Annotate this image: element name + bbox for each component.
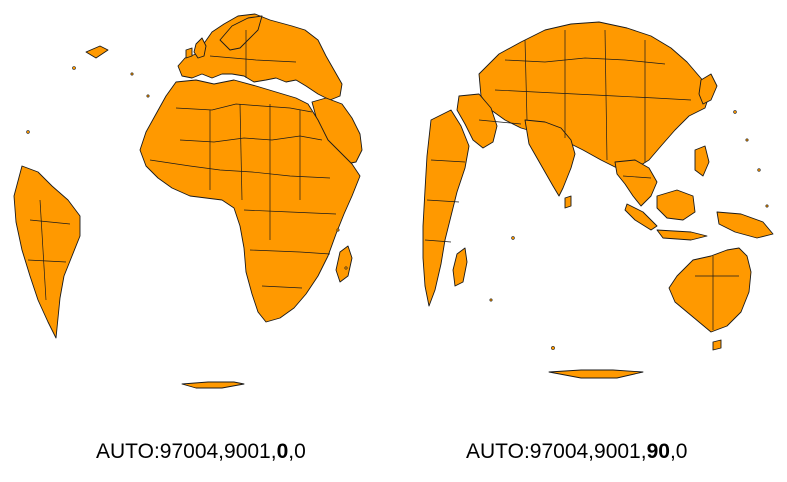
landmass-africa [139, 79, 361, 323]
globe-map-africa-europe [13, 13, 363, 389]
landmass-java [656, 229, 708, 241]
island-specks [26, 66, 348, 270]
caption-left-prefix: AUTO:97004,9001, [96, 440, 277, 463]
landmass-antarctica [548, 369, 644, 379]
landmass-australia [668, 247, 752, 333]
landmass-arabia [456, 93, 498, 149]
landmasses [422, 21, 774, 379]
landmass-scandinavia [219, 15, 263, 51]
landmass-southeast-asia [614, 159, 658, 207]
caption-left: AUTO:97004,9001,0,0 [96, 440, 306, 464]
landmass-madagascar [452, 247, 468, 287]
landmass-arctic-fragment [85, 45, 109, 59]
landmass-tasmania [712, 339, 722, 351]
landmass-india [524, 119, 576, 197]
country-borders [424, 29, 739, 330]
caption-left-suffix: ,0 [288, 440, 306, 463]
landmass-new-guinea [716, 211, 774, 239]
landmass-asia [478, 21, 712, 171]
landmasses [13, 13, 363, 389]
landmass-east-africa [422, 109, 470, 307]
landmass-sri-lanka [564, 195, 572, 209]
caption-right-bold: 90 [646, 440, 670, 463]
island-specks [489, 110, 769, 350]
country-borders [27, 30, 337, 301]
globe-map-asia-australia [422, 21, 774, 379]
caption-right-suffix: ,0 [669, 440, 688, 463]
landmass-europe [177, 13, 343, 101]
landmass-japan [698, 73, 718, 105]
landmass-ireland [185, 47, 193, 59]
landmass-sumatra [624, 203, 658, 231]
caption-left-bold: 0 [276, 440, 289, 463]
caption-right: AUTO:97004,9001,90,0 [466, 440, 687, 464]
landmass-philippines [694, 145, 710, 177]
landmass-borneo [656, 189, 696, 221]
landmass-britain [193, 37, 207, 59]
landmass-antarctica [181, 381, 245, 389]
landmass-madagascar [335, 245, 353, 283]
landmass-south-america [13, 165, 81, 339]
caption-right-prefix: AUTO:97004,9001, [466, 440, 647, 463]
